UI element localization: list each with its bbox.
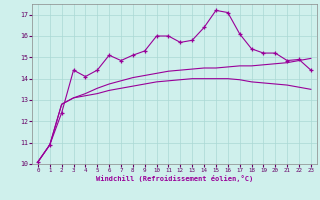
X-axis label: Windchill (Refroidissement éolien,°C): Windchill (Refroidissement éolien,°C) [96, 175, 253, 182]
